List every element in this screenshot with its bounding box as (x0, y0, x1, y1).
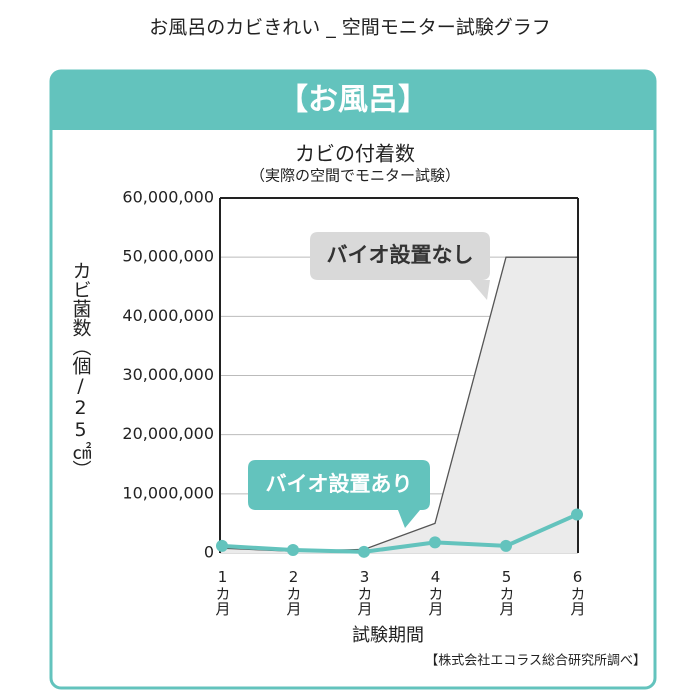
callouts: バイオ設置なし バイオ設置あり (248, 232, 490, 528)
y-tick-label: 0 (204, 543, 214, 562)
x-axis-label: 試験期間 (352, 625, 424, 646)
y-tick-label: 60,000,000 (122, 188, 214, 207)
callout-label: バイオ設置あり (266, 472, 413, 496)
point (429, 536, 441, 549)
callout-box (248, 460, 430, 528)
x-tick-label: 6カ月 (569, 568, 587, 617)
point (500, 539, 512, 552)
y-axis-label: カビ菌数（個/25㎠） (70, 261, 92, 479)
point (358, 545, 370, 558)
y-tick-label: 10,000,000 (122, 483, 214, 502)
panel-header (51, 71, 655, 130)
callout-box (310, 232, 490, 300)
x-tick-label: 3カ月 (356, 568, 374, 617)
section-title: 【お風呂】 (278, 83, 428, 118)
line (221, 512, 578, 554)
chart-subtitle: （実際の空間でモニター試験） (250, 167, 460, 185)
source: 【株式会社エコラス総合研究所調べ】 (425, 653, 646, 669)
x-tick-label: 1カ月 (214, 568, 232, 617)
point (216, 539, 228, 552)
y-tick-label: 20,000,000 (122, 424, 214, 443)
area (222, 257, 577, 553)
point (571, 508, 583, 521)
x-tick-label: 4カ月 (427, 568, 445, 617)
chart-title: カビの付着数 (295, 142, 415, 166)
page-title: お風呂のカビきれい _ 空間モニター試験グラフ (149, 17, 551, 39)
y-tick-label: 40,000,000 (122, 306, 214, 325)
point (287, 544, 299, 557)
x-tick-label: 5カ月 (498, 568, 516, 617)
y-tick-label: 30,000,000 (122, 365, 214, 384)
callout-label: バイオ設置なし (327, 243, 474, 267)
x-tick-label: 2カ月 (285, 568, 303, 617)
y-tick-label: 50,000,000 (122, 247, 214, 266)
